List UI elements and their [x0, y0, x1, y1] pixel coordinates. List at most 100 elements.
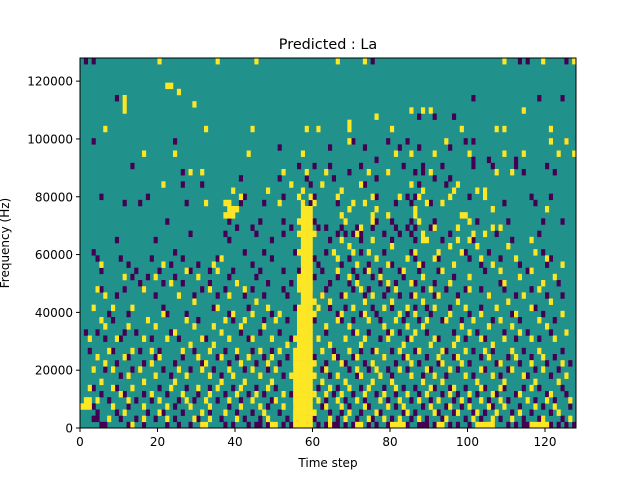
heatmap-cell [300, 310, 306, 318]
heatmap-cell [533, 421, 538, 429]
heatmap-cell [277, 409, 282, 416]
heatmap-cell [238, 323, 244, 330]
heatmap-cell [281, 267, 286, 275]
heatmap-cell [560, 384, 565, 392]
heatmap-cell [145, 409, 151, 416]
heatmap-cell [281, 286, 286, 293]
heatmap-cell [355, 415, 360, 423]
heatmap-cell [452, 354, 457, 361]
heatmap-cell [308, 298, 313, 305]
heatmap-cell [262, 409, 267, 416]
heatmap-cell [421, 298, 426, 305]
heatmap-cell [126, 403, 131, 410]
heatmap-cell [238, 384, 244, 392]
heatmap-cell [200, 366, 205, 373]
heatmap-cell [103, 323, 108, 330]
x-tick-label: 0 [76, 435, 84, 449]
heatmap-cell [390, 261, 395, 268]
heatmap-cell [238, 199, 244, 207]
heatmap-cell [308, 199, 313, 207]
heatmap-cell [479, 354, 484, 361]
heatmap-cell [374, 391, 379, 398]
heatmap-cell [417, 113, 422, 120]
heatmap-cell [428, 384, 433, 392]
heatmap-cell [424, 421, 430, 429]
heatmap-cell [308, 317, 313, 324]
heatmap-cell [192, 298, 197, 305]
heatmap-cell [421, 286, 426, 293]
heatmap-cell [211, 304, 216, 312]
heatmap-cell [374, 193, 379, 201]
x-axis-label: Time step [297, 456, 357, 470]
heatmap-cell [339, 292, 344, 299]
heatmap-cell [99, 261, 104, 268]
heatmap-cell [258, 329, 263, 336]
heatmap-cell [335, 354, 340, 361]
heatmap-cell [312, 310, 317, 318]
heatmap-cell [537, 317, 542, 324]
heatmap-cell [176, 88, 182, 96]
heatmap-cell [448, 243, 453, 250]
heatmap-cell [215, 354, 220, 361]
heatmap-cell [204, 421, 209, 429]
heatmap-cell [393, 403, 399, 410]
heatmap-cell [455, 409, 461, 416]
heatmap-cell [382, 415, 387, 423]
heatmap-cell [324, 329, 329, 336]
heatmap-cell [529, 286, 534, 293]
heatmap-cell [300, 224, 306, 231]
heatmap-cell [196, 415, 201, 423]
heatmap-cell [370, 273, 375, 281]
heatmap-cell [413, 329, 418, 336]
heatmap-cell [405, 224, 410, 231]
heatmap-cell [142, 150, 147, 157]
heatmap-cell [107, 397, 112, 404]
heatmap-cell [362, 181, 368, 188]
heatmap-cell [436, 292, 441, 299]
heatmap-cell [490, 347, 495, 355]
heatmap-cell [211, 261, 216, 268]
heatmap-cell [525, 397, 530, 404]
heatmap-cell [207, 403, 213, 410]
heatmap-cell [304, 298, 309, 305]
heatmap-cell [324, 366, 329, 373]
heatmap-cell [436, 360, 441, 367]
heatmap-cell [529, 354, 534, 361]
heatmap-cell [401, 409, 406, 416]
heatmap-cell [432, 372, 437, 379]
heatmap-cell [297, 335, 302, 342]
heatmap-cell [502, 280, 507, 287]
heatmap-cell [153, 236, 158, 244]
heatmap-cell [560, 261, 565, 268]
heatmap-cell [382, 384, 387, 392]
heatmap-cell [207, 267, 213, 275]
heatmap-cell [393, 384, 399, 392]
heatmap-cell [161, 366, 166, 373]
heatmap-cell [300, 391, 306, 398]
heatmap-cell [320, 267, 325, 275]
heatmap-cell [374, 310, 379, 318]
heatmap-cell [157, 409, 162, 416]
heatmap-cell [312, 273, 317, 281]
heatmap-cell [545, 261, 550, 268]
heatmap-cell [242, 366, 247, 373]
heatmap-cell [409, 230, 414, 238]
heatmap-cell [448, 144, 453, 151]
heatmap-cell [130, 162, 135, 170]
heatmap-cell [304, 236, 309, 244]
heatmap-cell [378, 317, 383, 324]
heatmap-cell [223, 286, 228, 293]
heatmap-cell [506, 298, 511, 305]
heatmap-cell [370, 224, 375, 231]
heatmap-cell [502, 286, 507, 293]
heatmap-cell [483, 421, 488, 429]
heatmap-cell [359, 224, 364, 231]
heatmap-cell [463, 347, 468, 355]
heatmap-cell [328, 298, 333, 305]
heatmap-cell [293, 347, 298, 355]
heatmap-cell [378, 273, 383, 281]
heatmap-cell [517, 391, 523, 398]
heatmap-cell [347, 323, 352, 330]
heatmap-cell [142, 415, 147, 423]
heatmap-cell [180, 347, 185, 355]
